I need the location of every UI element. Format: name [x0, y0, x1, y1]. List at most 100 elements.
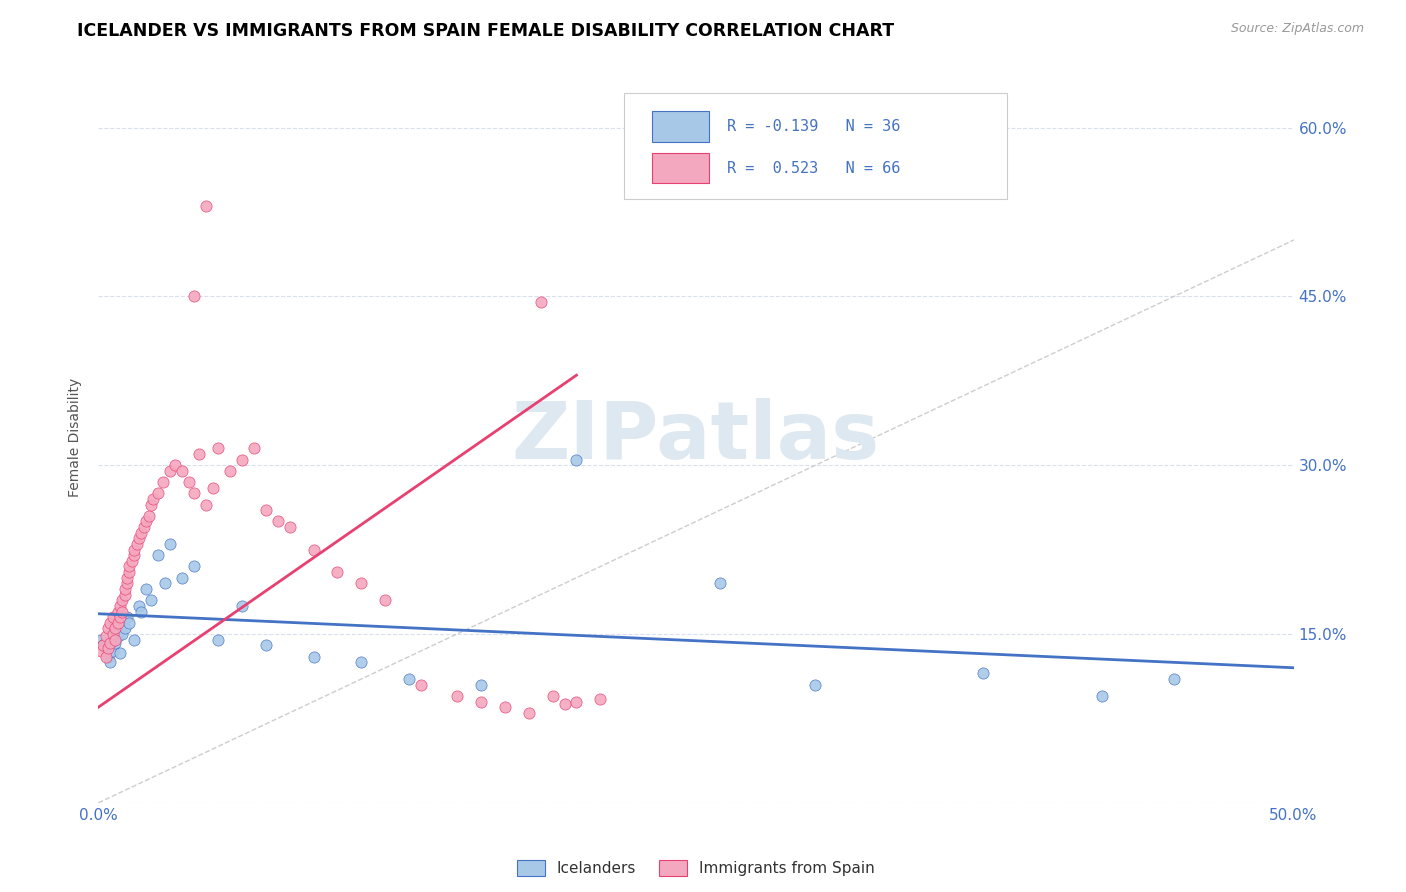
- Point: [132, 520, 155, 534]
- Point: [131, 525, 153, 540]
- Point: [115, 576, 138, 591]
- Point: [541, 689, 564, 703]
- FancyBboxPatch shape: [652, 153, 709, 184]
- Point: [148, 548, 170, 562]
- Point: [1091, 689, 1114, 703]
- Point: [115, 571, 138, 585]
- Point: [446, 689, 468, 703]
- Point: [195, 199, 218, 213]
- Point: [98, 615, 122, 630]
- Point: [101, 644, 124, 658]
- Point: [207, 442, 229, 456]
- Point: [187, 447, 209, 461]
- Point: [104, 621, 127, 635]
- Point: [159, 464, 181, 478]
- Point: [114, 582, 136, 596]
- Y-axis label: Female Disability: Female Disability: [69, 377, 83, 497]
- Point: [172, 464, 194, 478]
- FancyBboxPatch shape: [624, 94, 1007, 200]
- Point: [374, 593, 396, 607]
- Point: [104, 636, 127, 650]
- Point: [118, 559, 141, 574]
- Point: [121, 554, 143, 568]
- Point: [243, 442, 266, 456]
- Point: [101, 627, 124, 641]
- Point: [1163, 672, 1185, 686]
- Point: [139, 498, 162, 512]
- Point: [254, 638, 277, 652]
- Point: [152, 475, 174, 489]
- Point: [124, 542, 146, 557]
- Point: [94, 640, 117, 655]
- Point: [183, 289, 205, 303]
- Point: [111, 627, 134, 641]
- Point: [350, 655, 373, 669]
- Point: [131, 605, 153, 619]
- Point: [565, 694, 588, 708]
- Point: [107, 629, 129, 643]
- Point: [195, 498, 218, 512]
- Point: [494, 700, 516, 714]
- Point: [207, 632, 229, 647]
- Point: [183, 486, 205, 500]
- Point: [125, 537, 148, 551]
- Point: [804, 678, 827, 692]
- Point: [107, 615, 129, 630]
- Point: [517, 706, 540, 720]
- Point: [159, 537, 181, 551]
- Point: [98, 636, 122, 650]
- Point: [124, 632, 146, 647]
- Point: [90, 644, 112, 658]
- Point: [302, 649, 325, 664]
- Point: [97, 621, 120, 635]
- Point: [183, 559, 205, 574]
- Point: [326, 565, 349, 579]
- Point: [94, 629, 117, 643]
- Point: [554, 697, 576, 711]
- Point: [108, 599, 131, 613]
- Point: [139, 593, 162, 607]
- Point: [398, 672, 420, 686]
- Legend: Icelanders, Immigrants from Spain: Icelanders, Immigrants from Spain: [512, 855, 880, 882]
- Point: [135, 582, 157, 596]
- Point: [172, 571, 194, 585]
- Text: Source: ZipAtlas.com: Source: ZipAtlas.com: [1230, 22, 1364, 36]
- Point: [589, 692, 612, 706]
- Point: [142, 491, 165, 506]
- Point: [972, 666, 994, 681]
- Point: [179, 475, 201, 489]
- Point: [108, 610, 131, 624]
- Point: [97, 640, 120, 655]
- Point: [118, 615, 141, 630]
- Point: [709, 576, 731, 591]
- Point: [267, 515, 290, 529]
- Point: [107, 605, 129, 619]
- Point: [138, 508, 160, 523]
- Point: [231, 599, 253, 613]
- Point: [163, 458, 186, 473]
- Point: [470, 694, 492, 708]
- Point: [111, 593, 134, 607]
- Point: [278, 520, 301, 534]
- Point: [98, 655, 122, 669]
- Point: [202, 481, 225, 495]
- Point: [115, 610, 138, 624]
- Point: [97, 649, 120, 664]
- Point: [565, 452, 588, 467]
- Point: [91, 638, 114, 652]
- Point: [411, 678, 433, 692]
- Text: ICELANDER VS IMMIGRANTS FROM SPAIN FEMALE DISABILITY CORRELATION CHART: ICELANDER VS IMMIGRANTS FROM SPAIN FEMAL…: [77, 22, 894, 40]
- Point: [124, 548, 146, 562]
- Point: [470, 678, 492, 692]
- Point: [135, 515, 157, 529]
- Point: [94, 649, 117, 664]
- Point: [118, 565, 141, 579]
- Point: [128, 599, 150, 613]
- Point: [111, 605, 134, 619]
- Point: [90, 632, 112, 647]
- Point: [128, 532, 150, 546]
- Point: [530, 295, 553, 310]
- Text: R =  0.523   N = 66: R = 0.523 N = 66: [727, 161, 900, 176]
- Text: ZIPatlas: ZIPatlas: [512, 398, 880, 476]
- Point: [101, 610, 124, 624]
